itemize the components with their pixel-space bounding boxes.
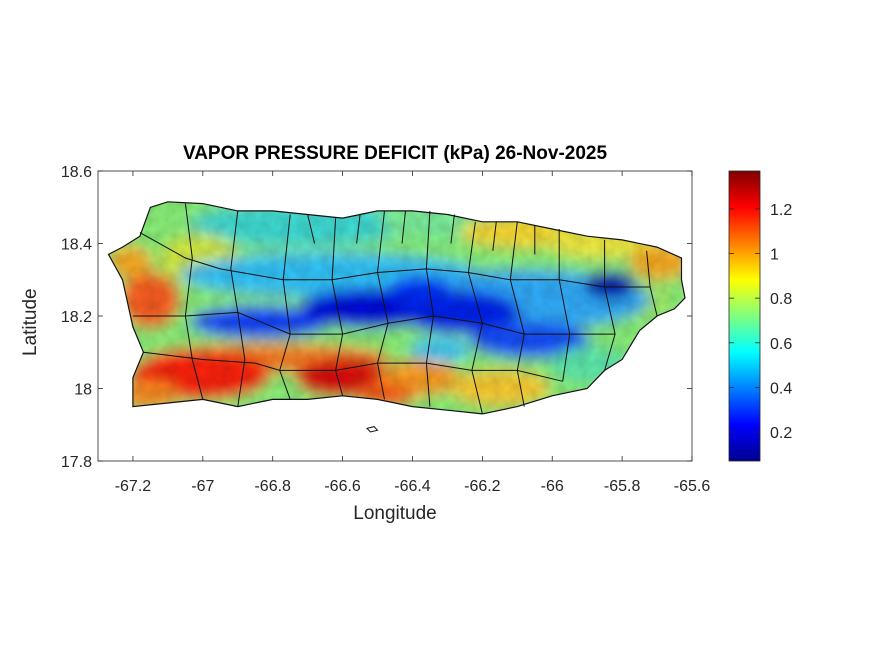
colorbar-tick-label: 0.6	[770, 336, 792, 353]
y-tick-label: 18.6	[61, 164, 92, 181]
y-tick-label: 17.8	[61, 454, 92, 471]
municipal-boundary-line	[255, 362, 563, 382]
colorbar: 0.2 0.4 0.6 0.8 1 1.2	[728, 170, 792, 462]
x-tick-label: -67.2	[115, 478, 152, 495]
x-tick-label: -67	[191, 478, 214, 495]
colorbar-tick-label: 0.8	[770, 291, 792, 308]
y-axis: 17.8 18 18.2 18.4 18.6	[61, 164, 692, 471]
colorbar-tick-label: 0.2	[770, 425, 792, 442]
municipal-boundary-line	[492, 221, 497, 251]
x-axis: -67.2 -67 -66.8 -66.6 -66.4 -66.2 -66 -65.8 -65.…	[115, 171, 711, 495]
colorbar-tick-label: 1.2	[770, 202, 792, 219]
municipal-boundary-line	[558, 229, 571, 382]
vpd-field	[108, 201, 685, 414]
x-tick-label: -66.2	[464, 478, 501, 495]
x-tick-label: -66.6	[324, 478, 361, 495]
municipal-boundary-line	[220, 268, 651, 288]
colorbar-ticks: 0.2 0.4 0.6 0.8 1 1.2	[729, 202, 792, 442]
x-tick-label: -65.6	[674, 478, 711, 495]
y-tick-label: 18	[74, 382, 92, 399]
municipal-boundaries	[132, 203, 658, 415]
municipal-boundary-line	[307, 214, 316, 244]
municipal-boundary-line	[604, 239, 616, 371]
municipal-boundary-line	[450, 214, 455, 244]
island-coastline	[107, 201, 686, 415]
y-tick-label: 18.4	[61, 237, 92, 254]
colorbar-tick-label: 1	[770, 247, 779, 264]
x-tick-label: -66.4	[394, 478, 431, 495]
x-axis-label: Longitude	[353, 503, 437, 524]
chart-title: VAPOR PRESSURE DEFICIT (kPa) 26-Nov-2025	[182, 143, 608, 164]
y-tick-label: 18.2	[61, 309, 92, 326]
municipal-boundary-line	[184, 203, 204, 400]
municipal-boundary-line	[143, 351, 256, 364]
small-islet	[366, 426, 379, 433]
colorbar-tick-label: 0.4	[770, 380, 792, 397]
colorbar-gradient	[728, 170, 761, 462]
municipal-boundary-line	[139, 232, 221, 270]
municipal-boundary-line	[356, 214, 361, 244]
municipal-boundary-line	[237, 311, 616, 335]
x-tick-label: -66.8	[254, 478, 291, 495]
x-tick-label: -65.8	[604, 478, 641, 495]
municipal-boundary-line	[401, 210, 406, 244]
x-tick-label: -66	[541, 478, 564, 495]
